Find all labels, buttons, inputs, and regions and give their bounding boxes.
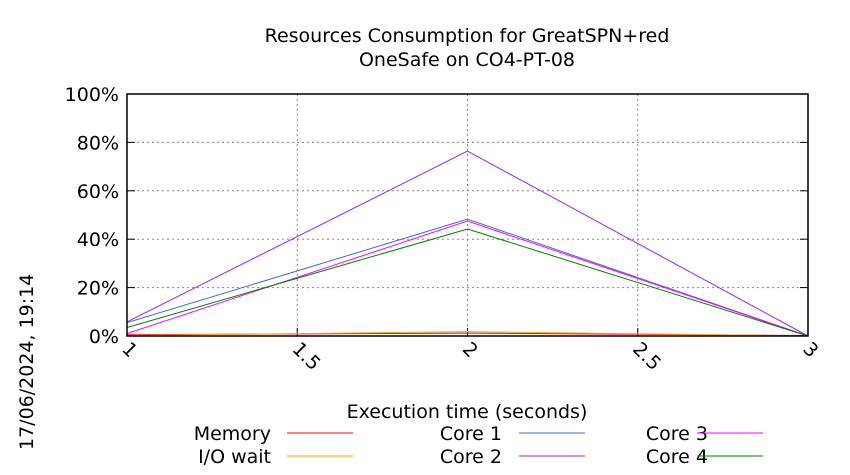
series-line-core-1: [126, 218, 809, 337]
x-tick-label: 1.5: [288, 338, 325, 375]
y-tick-label: 100%: [65, 84, 119, 106]
series-line-core-3: [126, 220, 809, 337]
legend-label: Core 2: [440, 446, 502, 468]
timestamp-label: 17/06/2024, 19:14: [16, 274, 38, 450]
y-tick-label: 60%: [77, 181, 119, 203]
series-line-core-4: [126, 228, 809, 337]
series-line-i-o-wait: [126, 331, 809, 337]
x-tick-label: 3: [798, 338, 822, 362]
y-tick-label: 0%: [89, 326, 119, 348]
x-tick-label: 2: [458, 338, 482, 362]
legend-label: Memory: [194, 423, 271, 445]
legend-label: Core 1: [440, 423, 502, 445]
y-tick-label: 80%: [77, 132, 119, 154]
chart-subtitle: OneSafe on CO4-PT-08: [359, 49, 575, 71]
chart-title: Resources Consumption for GreatSPN+red: [265, 25, 670, 47]
legend-label: I/O wait: [198, 446, 271, 468]
y-tick-label: 40%: [77, 229, 119, 251]
x-tick-label: 1: [117, 338, 141, 362]
x-tick-label: 2.5: [628, 338, 665, 375]
legend-label: Core 4: [646, 446, 708, 468]
series-line-core-2: [126, 150, 809, 337]
legend-label: Core 3: [646, 423, 708, 445]
plot-border: [126, 93, 809, 337]
x-axis-label: Execution time (seconds): [347, 401, 588, 423]
y-tick-label: 20%: [77, 278, 119, 300]
